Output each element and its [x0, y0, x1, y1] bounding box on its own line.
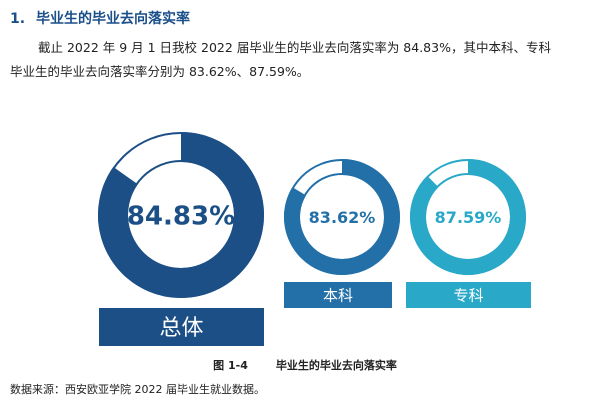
category-box-overall [99, 308, 264, 346]
donut-value-label-undergraduate: 83.62% [309, 208, 376, 227]
paragraph-line-1: 截止 2022 年 9 月 1 日我校 2022 届毕业生的毕业去向落实率为 8… [38, 40, 551, 55]
data-source-note: 数据来源：西安欧亚学院 2022 届毕业生就业数据。 [10, 383, 265, 396]
donut-junior-college: 87.59% 专科 [406, 159, 531, 308]
category-label-junior-college: 专科 [453, 286, 483, 304]
donut-value-arc-overall [98, 132, 264, 298]
donut-overall: 84.83% 总体 [98, 132, 264, 346]
figure-caption: 图 1-4 毕业生的毕业去向落实率 [0, 357, 610, 373]
paragraph-line-2: 毕业生的毕业去向落实率分别为 83.62%、87.59%。 [10, 64, 310, 79]
category-box-junior-college [406, 282, 531, 308]
figure-number: 图 1-4 [213, 359, 248, 372]
section-number: 1. [10, 11, 26, 27]
category-label-overall: 总体 [159, 316, 203, 341]
section-heading: 1. 毕业生的毕业去向落实率 [10, 8, 190, 28]
donut-value-arc-undergraduate [284, 159, 400, 275]
donut-value-arc-junior-college [410, 159, 526, 275]
category-label-undergraduate: 本科 [323, 286, 353, 304]
figure-title: 毕业生的毕业去向落实率 [275, 359, 397, 372]
summary-paragraph: 截止 2022 年 9 月 1 日我校 2022 届毕业生的毕业去向落实率为 8… [10, 36, 602, 84]
section-title: 毕业生的毕业去向落实率 [36, 11, 190, 27]
donut-undergraduate: 83.62% 本科 [284, 159, 400, 308]
category-box-undergraduate [284, 282, 392, 308]
donut-value-label-overall: 84.83% [127, 201, 235, 231]
donut-value-label-junior-college: 87.59% [435, 208, 502, 227]
donut-chart: 84.83% 总体 83.62% 本科 87.59% 专科 [98, 132, 531, 346]
